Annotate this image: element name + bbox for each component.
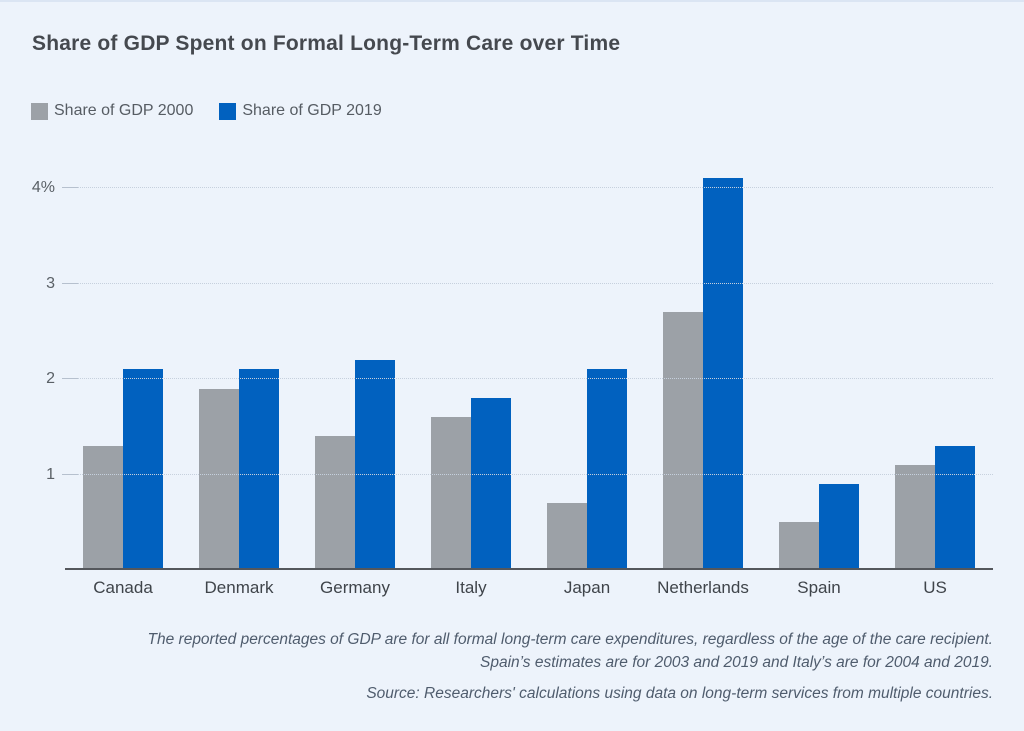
bar-group-spain [761, 172, 877, 570]
bar-denmark-2019 [239, 369, 279, 570]
bar-us-2019 [935, 445, 975, 570]
x-label-us: US [923, 578, 947, 597]
y-tick-label-3: 3 [46, 274, 55, 292]
legend-item-2019: Share of GDP 2019 [219, 102, 382, 120]
x-label-denmark: Denmark [204, 578, 274, 597]
legend: Share of GDP 2000 Share of GDP 2019 [31, 102, 382, 120]
bar-netherlands-2019 [703, 178, 743, 570]
bar-germany-2000 [315, 436, 355, 570]
y-tick-label-1: 1 [46, 465, 55, 483]
y-tick-mark-1 [62, 473, 78, 475]
plot-area: 1 2 3 4% [32, 172, 993, 570]
bar-group-germany [297, 172, 413, 570]
x-label-netherlands: Netherlands [657, 578, 749, 597]
bar-netherlands-2000 [663, 312, 703, 570]
legend-label-2000: Share of GDP 2000 [54, 102, 194, 119]
bar-denmark-2000 [199, 388, 239, 570]
bar-italy-2000 [431, 417, 471, 570]
x-label-canada: Canada [93, 578, 153, 597]
footnote-line-2: Spain’s estimates are for 2003 and 2019 … [479, 654, 993, 672]
bar-groups [65, 172, 993, 570]
gridline-4 [65, 187, 993, 188]
gridline-2 [65, 378, 993, 379]
bar-group-italy [413, 172, 529, 570]
gridline-3 [65, 282, 993, 284]
bar-italy-2019 [471, 398, 511, 570]
bar-group-netherlands [645, 172, 761, 570]
legend-label-2019: Share of GDP 2019 [242, 102, 382, 119]
bar-group-us [877, 172, 993, 570]
x-label-germany: Germany [320, 578, 390, 597]
bar-spain-2000 [779, 522, 819, 570]
legend-item-2000: Share of GDP 2000 [31, 102, 193, 120]
bar-group-japan [529, 172, 645, 570]
footnotes: The reported percentages of GDP are for … [23, 628, 993, 705]
y-tick-mark-3 [62, 282, 78, 284]
bar-germany-2019 [355, 359, 395, 570]
bar-japan-2019 [587, 369, 627, 570]
y-tick-mark-4 [62, 187, 78, 188]
legend-swatch-2019-icon [219, 102, 237, 120]
bar-canada-2019 [123, 369, 163, 570]
legend-swatch-2000-icon [31, 102, 48, 120]
bar-group-canada [65, 172, 181, 570]
y-tick-mark-2 [62, 378, 78, 379]
bar-group-denmark [181, 172, 297, 570]
x-axis-labels: Canada Denmark Germany Italy Japan Netherland… [65, 578, 993, 598]
gridline-1 [65, 473, 993, 475]
footnote-line-1: The reported percentages of GDP are for … [147, 631, 993, 648]
bar-spain-2019 [819, 484, 859, 570]
x-label-japan: Japan [563, 578, 611, 597]
x-label-italy: Italy [455, 578, 487, 597]
x-axis-line [65, 568, 993, 570]
chart-title: Share of GDP Spent on Formal Long-Term C… [32, 32, 621, 55]
source-note: Source: Researchers' calculations using … [366, 684, 993, 702]
bar-japan-2000 [547, 503, 587, 570]
bar-us-2000 [895, 464, 935, 570]
y-tick-label-2: 2 [46, 370, 55, 387]
y-tick-label-4: 4% [31, 179, 55, 196]
x-label-spain: Spain [797, 578, 841, 597]
bar-canada-2000 [83, 445, 123, 570]
